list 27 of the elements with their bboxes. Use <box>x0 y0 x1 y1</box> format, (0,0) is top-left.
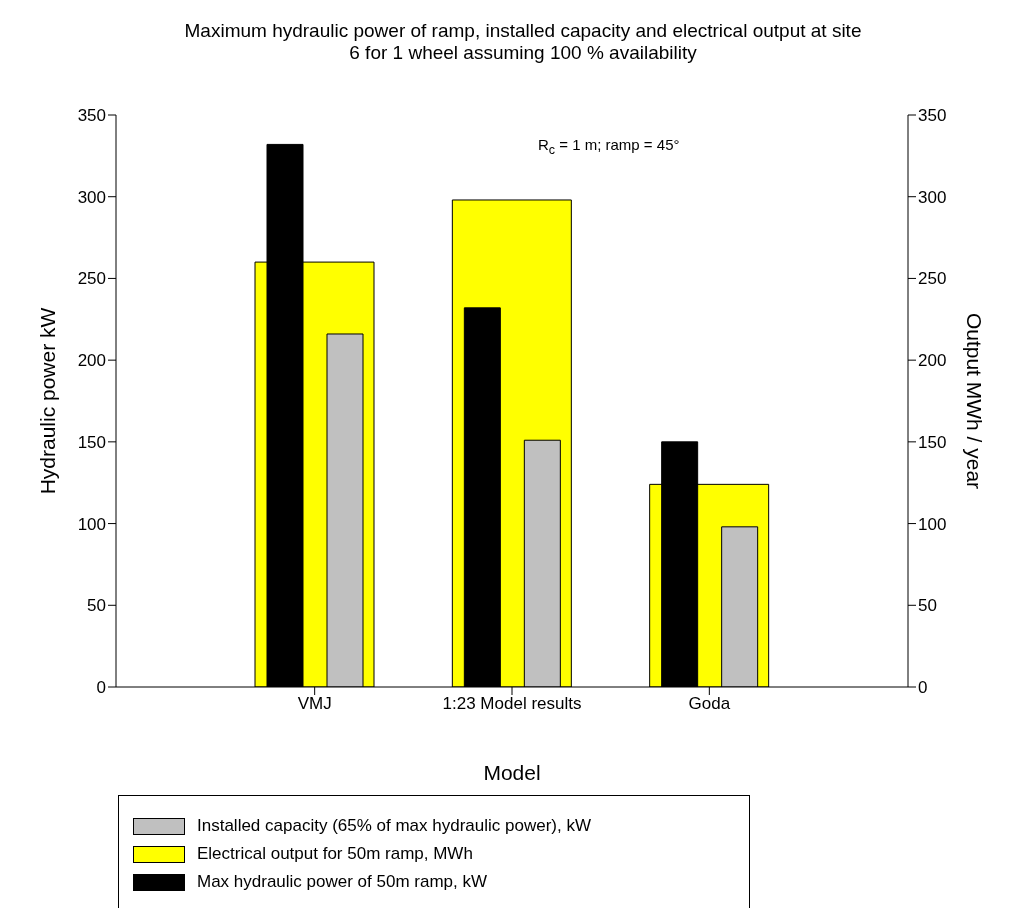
x-axis-title: Model <box>483 761 541 784</box>
y2-tick-label: 50 <box>918 596 937 616</box>
y-tick-label: 300 <box>77 187 106 207</box>
legend-label: Installed capacity (65% of max hydraulic power), kW <box>197 816 591 836</box>
annotation: R$_{c}$ = 1 m; ramp = 45° <box>538 136 680 157</box>
y2-tick-label: 200 <box>918 351 947 371</box>
y-tick-label: 50 <box>87 596 106 616</box>
y-tick-label: 0 <box>96 678 106 698</box>
legend-label: Max hydraulic power of 50m ramp, kW <box>197 872 488 892</box>
y-tick-label: 350 <box>77 106 106 126</box>
x-tick-label: Goda <box>688 694 731 714</box>
y2-tick-label: 150 <box>918 432 947 452</box>
y2-tick-label: 100 <box>918 514 947 534</box>
y-tick-label: 100 <box>77 514 106 534</box>
y-tick-label: 200 <box>77 351 106 371</box>
y-tick-label: 250 <box>77 269 106 289</box>
y2-tick-label: 0 <box>918 678 928 698</box>
chart-title: Maximum hydraulic power of ramp, installed capacity and electrical output at site 6 for 1 wheel assuming 100 % availability <box>184 20 862 63</box>
x-tick-label: 1:23 Model results <box>442 694 582 714</box>
y2-tick-label: 350 <box>918 106 947 126</box>
y2-axis-title: Output MWh / year <box>962 312 986 490</box>
x-tick-label: VMJ <box>297 694 332 714</box>
legend-label: Electrical output for 50m ramp, MWh <box>197 844 473 864</box>
y-axis-title: Hydraulic power kW <box>36 307 60 495</box>
y-tick-label: 150 <box>77 432 106 452</box>
y2-tick-label: 250 <box>918 269 947 289</box>
y2-tick-label: 300 <box>918 187 947 207</box>
